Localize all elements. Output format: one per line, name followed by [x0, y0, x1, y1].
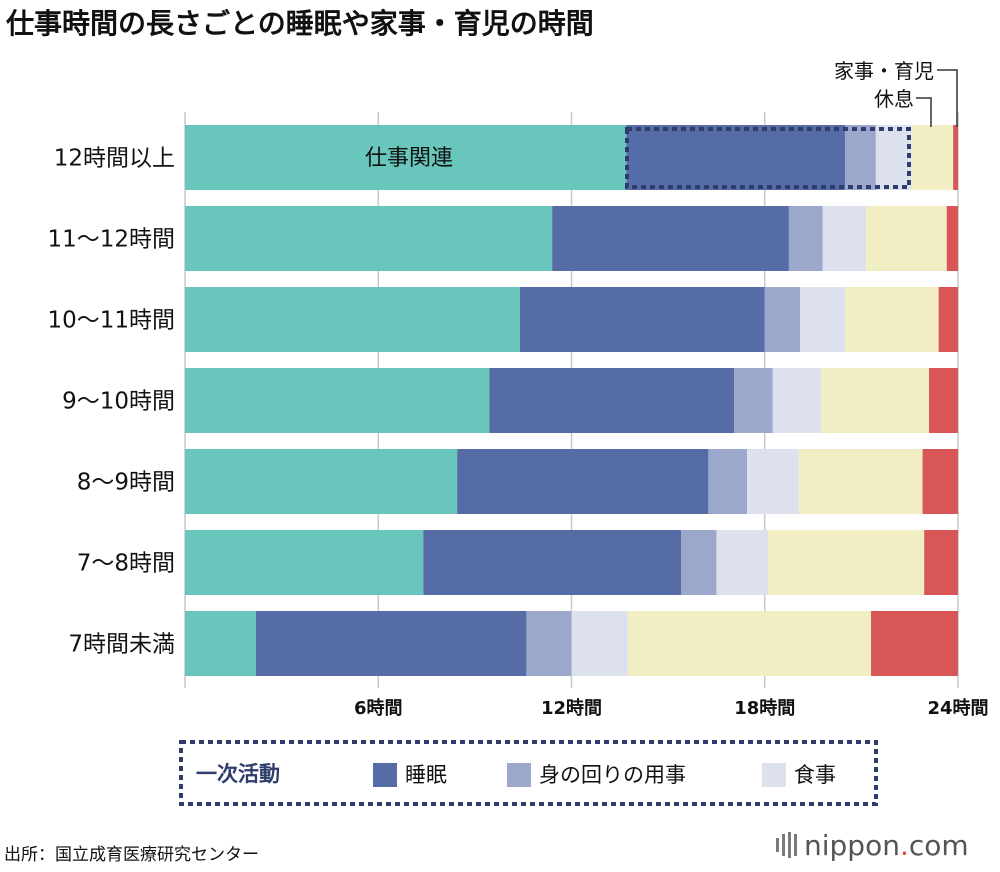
bar-personal_care	[526, 611, 572, 676]
bar-housework	[911, 125, 954, 190]
x-tick-label: 18時間	[734, 698, 795, 719]
category-label: 9〜10時間	[62, 389, 175, 415]
annotation-housework: 家事・育児	[834, 59, 934, 83]
source-note: 出所：国立成育医療研究センター	[4, 845, 259, 865]
legend-swatch-sleep	[373, 763, 397, 787]
bar-sleep	[552, 206, 789, 271]
bar-meals	[571, 611, 628, 676]
bar-rest	[946, 206, 958, 271]
annotation-rest-leader	[916, 97, 932, 127]
bar-housework	[866, 206, 947, 271]
legend-group-label: 一次活動	[196, 762, 280, 786]
bar-meals	[800, 287, 846, 352]
bar-sleep	[519, 287, 765, 352]
bar-sleep	[626, 125, 846, 190]
annotation-housework-leader	[937, 69, 958, 127]
bar-rest	[924, 530, 958, 595]
legend-label-personal_care: 身の回りの用事	[539, 763, 686, 787]
bar-sleep	[489, 368, 735, 433]
legend-swatch-personal_care	[507, 763, 531, 787]
x-tick-label: 24時間	[927, 698, 988, 719]
bar-stack-row	[185, 530, 958, 595]
bar-stack-row	[185, 287, 958, 352]
bar-rest	[922, 449, 958, 514]
primary-activities-dashed-box	[625, 127, 911, 189]
bar-meals	[822, 206, 867, 271]
bar-stack-row	[185, 125, 958, 190]
bar-stacks	[185, 125, 958, 676]
category-label: 8〜9時間	[77, 470, 175, 496]
bar-work	[185, 449, 458, 514]
bar-meals	[716, 530, 768, 595]
bar-housework	[821, 368, 930, 433]
svg-text:nippon.com: nippon.com	[804, 829, 969, 862]
brand-name: nippon	[804, 829, 900, 862]
x-tick-labels: 6時間 12時間 18時間 24時間	[354, 698, 989, 719]
annotation-rest: 休息	[874, 87, 914, 111]
bar-rest	[953, 125, 958, 190]
bar-meals	[875, 125, 912, 190]
bar-personal_care	[681, 530, 717, 595]
bar-stack-row	[185, 368, 958, 433]
bar-work	[185, 206, 553, 271]
bar-stack-row	[185, 206, 958, 271]
bar-rest	[871, 611, 958, 676]
brand-suffix: com	[909, 829, 969, 862]
legend-swatch-meals	[762, 763, 786, 787]
bar-housework	[627, 611, 872, 676]
bar-housework	[845, 287, 939, 352]
bar-personal_care	[708, 449, 748, 514]
legend-label-sleep: 睡眠	[405, 763, 447, 787]
chart-title: 仕事時間の長さごとの睡眠や家事・育児の時間	[5, 7, 594, 40]
x-tick-label: 6時間	[354, 698, 403, 719]
bar-meals	[747, 449, 799, 514]
bar-work	[185, 368, 490, 433]
bar-stack-row	[185, 611, 958, 676]
bar-housework	[798, 449, 923, 514]
category-labels: 12時間以上 11〜12時間 10〜11時間 9〜10時間 8〜9時間 7〜8時間 7時間未…	[47, 146, 175, 658]
logo-mark-icon	[776, 832, 797, 858]
category-label: 7時間未満	[68, 632, 175, 658]
bar-stack-row	[185, 449, 958, 514]
category-label: 10〜11時間	[47, 308, 175, 334]
category-label: 12時間以上	[54, 146, 175, 172]
bar-work	[185, 125, 627, 190]
x-tick-label: 12時間	[541, 698, 602, 719]
bar-work	[185, 530, 424, 595]
bar-personal_care	[788, 206, 823, 271]
nippon-logo: nippon.com	[776, 829, 969, 862]
bar-sleep	[423, 530, 682, 595]
bar-sleep	[457, 449, 709, 514]
bar-work	[185, 287, 520, 352]
bar-sleep	[255, 611, 527, 676]
bar-work	[185, 611, 256, 676]
bar-personal_care	[845, 125, 876, 190]
legend: 一次活動 睡眠 身の回りの用事 食事	[196, 762, 836, 787]
legend-label-meals: 食事	[794, 763, 836, 787]
bar-personal_care	[734, 368, 773, 433]
bar-rest	[929, 368, 958, 433]
brand-dot: .	[900, 829, 909, 862]
category-label: 11〜12時間	[47, 227, 175, 253]
category-label: 7〜8時間	[77, 551, 175, 577]
bar-housework	[767, 530, 925, 595]
inbar-label-work: 仕事関連	[365, 146, 453, 171]
bar-meals	[772, 368, 822, 433]
bar-personal_care	[764, 287, 801, 352]
bar-rest	[938, 287, 958, 352]
